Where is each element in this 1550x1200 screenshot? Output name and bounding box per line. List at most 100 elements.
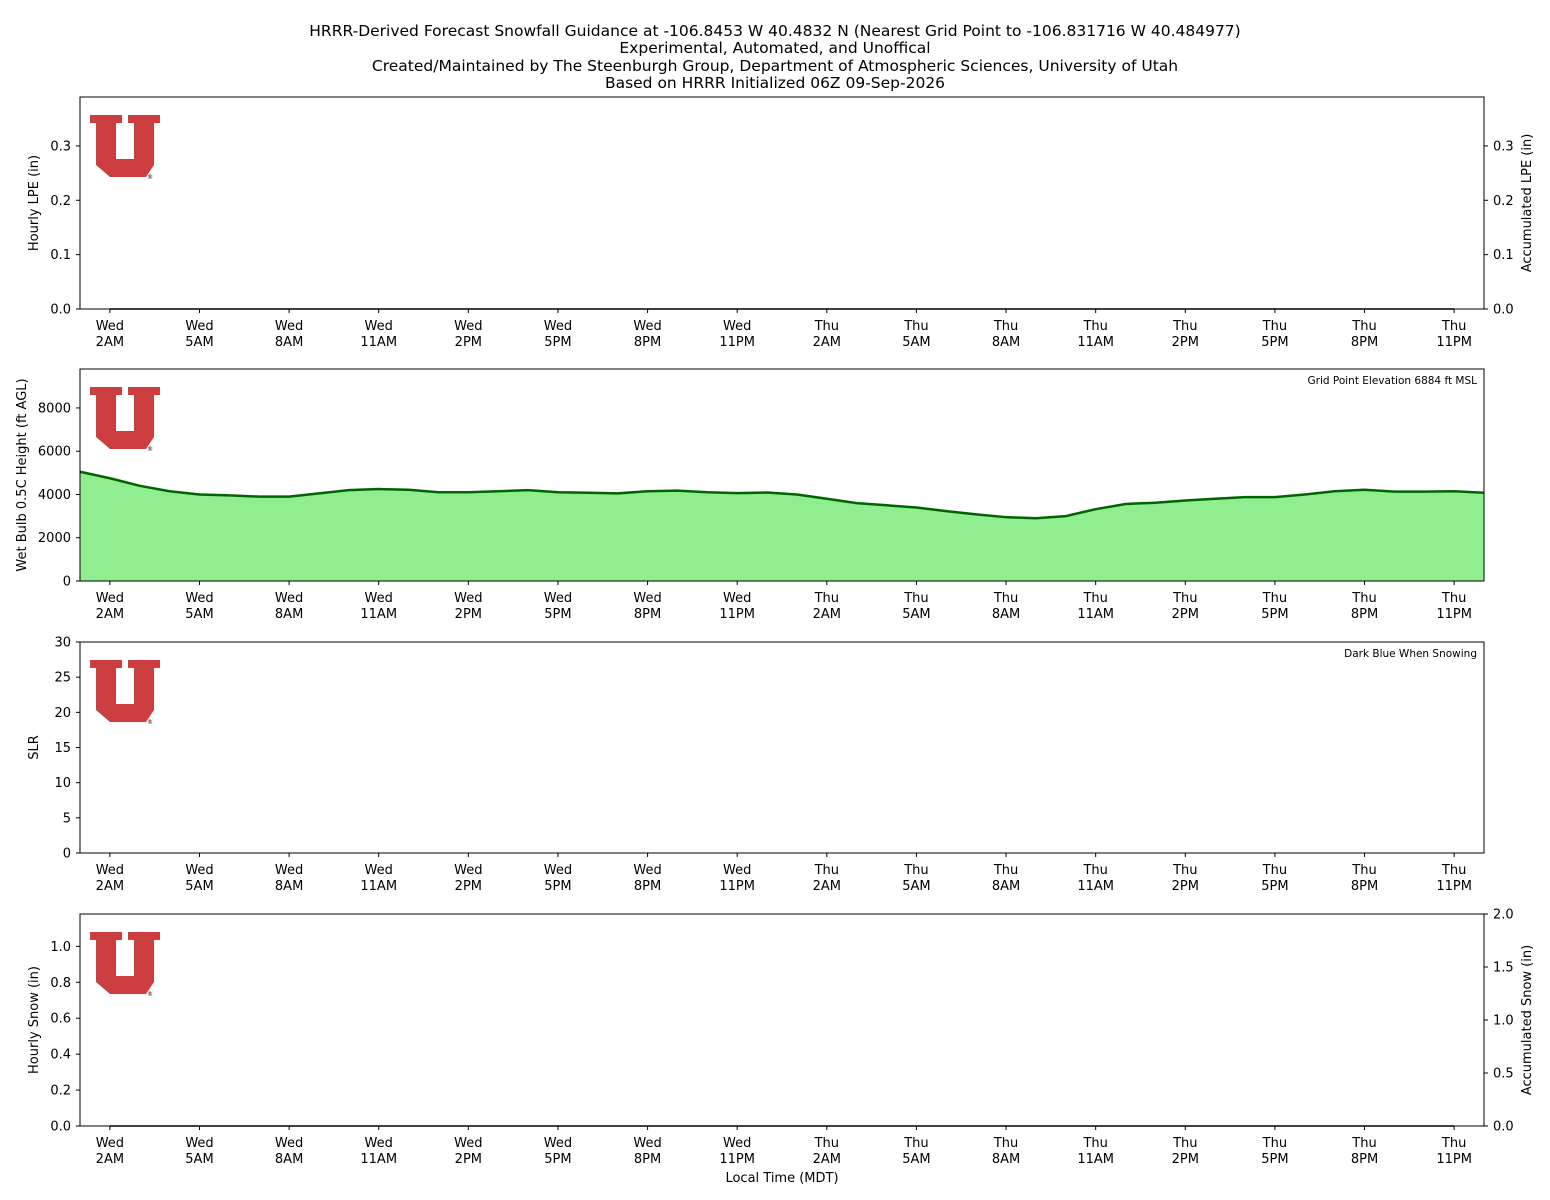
x-tick-label: Thu 5AM bbox=[902, 863, 930, 894]
y-tick-label: 8000 bbox=[38, 401, 71, 416]
y-tick-label: 0.4 bbox=[50, 1048, 71, 1063]
university-u-logo: ® bbox=[90, 932, 160, 998]
x-tick-label: Wed 5AM bbox=[185, 1136, 213, 1167]
x-tick-label: Thu 5PM bbox=[1261, 1136, 1288, 1167]
y-tick-label: 1.0 bbox=[50, 940, 71, 955]
x-tick-label: Thu 2PM bbox=[1172, 1136, 1199, 1167]
y-right-tick-label: 1.0 bbox=[1493, 1014, 1514, 1029]
x-tick-label: Thu 8PM bbox=[1351, 1136, 1378, 1167]
x-tick-label: Thu 11AM bbox=[1077, 319, 1114, 350]
x-tick-label: Thu 5AM bbox=[902, 1136, 930, 1167]
x-tick-label: Thu 8PM bbox=[1351, 863, 1378, 894]
y-tick-label: 0 bbox=[63, 575, 71, 590]
x-tick-label: Thu 8AM bbox=[992, 863, 1020, 894]
y-tick-label: 5 bbox=[63, 811, 71, 826]
x-tick-label: Wed 5AM bbox=[185, 863, 213, 894]
y-tick-label: 0.3 bbox=[50, 139, 71, 154]
y-right-axis-label: Accumulated Snow (in) bbox=[1520, 945, 1535, 1095]
y-tick-label: 0.1 bbox=[50, 248, 71, 263]
x-tick-label: Wed 2PM bbox=[454, 863, 482, 894]
x-tick-label: Thu 2AM bbox=[813, 591, 841, 622]
y-right-tick-label: 0.3 bbox=[1493, 139, 1514, 154]
axes-frame bbox=[79, 96, 1485, 310]
y-right-tick-label: 0.1 bbox=[1493, 248, 1514, 263]
x-tick-label: Thu 5AM bbox=[902, 591, 930, 622]
x-tick-label: Wed 11AM bbox=[360, 319, 397, 350]
x-tick-label: Thu 11AM bbox=[1077, 591, 1114, 622]
x-tick-label: Thu 2AM bbox=[813, 1136, 841, 1167]
y-tick-label: 6000 bbox=[38, 445, 71, 460]
x-tick-label: Thu 8PM bbox=[1351, 591, 1378, 622]
x-tick-label: Thu 8AM bbox=[992, 1136, 1020, 1167]
y-right-tick-label: 0.2 bbox=[1493, 194, 1514, 209]
y-tick-label: 0.0 bbox=[50, 1120, 71, 1135]
y-right-tick-label: 0.0 bbox=[1493, 1120, 1514, 1135]
x-tick-label: Thu 11PM bbox=[1436, 863, 1472, 894]
x-tick-label: Wed 2PM bbox=[454, 1136, 482, 1167]
x-tick-label: Wed 11AM bbox=[360, 1136, 397, 1167]
x-tick-label: Thu 11AM bbox=[1077, 1136, 1114, 1167]
y-tick-label: 25 bbox=[54, 671, 71, 686]
y-right-tick-label: 2.0 bbox=[1493, 908, 1514, 923]
wetbulb-height-line bbox=[79, 470, 1485, 520]
x-tick-label: Wed 5PM bbox=[544, 1136, 572, 1167]
x-tick-label: Wed 8PM bbox=[633, 319, 661, 350]
axes-frame bbox=[79, 913, 1485, 1127]
x-tick-label: Wed 5AM bbox=[185, 591, 213, 622]
x-tick-label: Thu 2PM bbox=[1172, 591, 1199, 622]
x-tick-label: Wed 2PM bbox=[454, 319, 482, 350]
panel-annotation: Grid Point Elevation 6884 ft MSL bbox=[1308, 375, 1478, 387]
y-axis-label: Hourly Snow (in) bbox=[27, 966, 42, 1074]
title-line-3: Created/Maintained by The Steenburgh Gro… bbox=[372, 57, 1178, 75]
x-tick-label: Wed 11AM bbox=[360, 863, 397, 894]
x-tick-label: Thu 11AM bbox=[1077, 863, 1114, 894]
panel-annotation: Dark Blue When Snowing bbox=[1344, 648, 1477, 660]
y-tick-label: 10 bbox=[54, 776, 71, 791]
x-tick-label: Wed 8PM bbox=[633, 863, 661, 894]
university-u-logo: ® bbox=[90, 115, 160, 181]
x-tick-label: Wed 11PM bbox=[719, 591, 755, 622]
y-tick-label: 15 bbox=[54, 741, 71, 756]
x-tick-label: Wed 2AM bbox=[96, 1136, 124, 1167]
y-right-axis-label: Accumulated LPE (in) bbox=[1520, 134, 1535, 273]
panel-lpe: 0.0 0.1 0.2 0.3 0.0 0.1 0.2 0.3 Hourly LPE (in) A… bbox=[27, 96, 1535, 350]
x-tick-label: Thu 11PM bbox=[1436, 591, 1472, 622]
x-tick-label: Wed 11PM bbox=[719, 863, 755, 894]
y-tick-label: 0 bbox=[63, 847, 71, 862]
y-tick-label: 0.2 bbox=[50, 1084, 71, 1099]
y-right-tick-label: 0.5 bbox=[1493, 1067, 1514, 1082]
title-line-4: Based on HRRR Initialized 06Z 09-Sep-202… bbox=[605, 74, 945, 92]
svg-text:®: ® bbox=[147, 991, 153, 998]
axes-frame bbox=[79, 641, 1485, 854]
title-line-2: Experimental, Automated, and Unoffical bbox=[619, 39, 930, 57]
x-tick-label: Wed 11AM bbox=[360, 591, 397, 622]
x-tick-label: Wed 8PM bbox=[633, 591, 661, 622]
title-line-1: HRRR-Derived Forecast Snowfall Guidance … bbox=[309, 22, 1240, 40]
svg-text:®: ® bbox=[147, 719, 153, 726]
x-tick-label: Thu 2PM bbox=[1172, 319, 1199, 350]
x-tick-label: Thu 2AM bbox=[813, 863, 841, 894]
y-axis-label: Hourly LPE (in) bbox=[27, 155, 42, 251]
x-tick-label: Wed 2AM bbox=[96, 319, 124, 350]
y-tick-label: 0.0 bbox=[50, 303, 71, 318]
y-right-tick-label: 1.5 bbox=[1493, 961, 1514, 976]
wetbulb-area-fill bbox=[80, 471, 1484, 581]
svg-text:®: ® bbox=[147, 174, 153, 181]
axes-frame bbox=[79, 368, 1485, 582]
x-tick-label: Thu 5PM bbox=[1261, 863, 1288, 894]
y-tick-label: 30 bbox=[54, 636, 71, 651]
x-tick-label: Thu 5PM bbox=[1261, 591, 1288, 622]
x-tick-label: Thu 8PM bbox=[1351, 319, 1378, 350]
x-tick-label: Wed 8AM bbox=[275, 591, 303, 622]
y-tick-label: 4000 bbox=[38, 488, 71, 503]
x-tick-label: Thu 2PM bbox=[1172, 863, 1199, 894]
x-tick-label: Wed 2AM bbox=[96, 591, 124, 622]
y-tick-label: 2000 bbox=[38, 531, 71, 546]
y-axis-label: SLR bbox=[27, 735, 42, 760]
x-tick-label: Thu 5AM bbox=[902, 319, 930, 350]
svg-text:®: ® bbox=[147, 446, 153, 453]
x-tick-label: Wed 8PM bbox=[633, 1136, 661, 1167]
x-tick-label: Wed 5AM bbox=[185, 319, 213, 350]
y-tick-label: 0.6 bbox=[50, 1012, 71, 1027]
